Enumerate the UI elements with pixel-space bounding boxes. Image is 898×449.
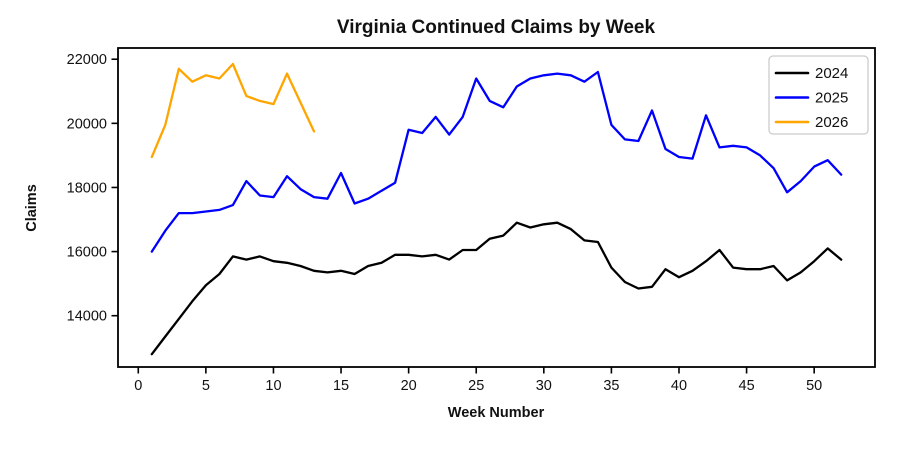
legend-box: [768, 55, 869, 135]
x-axis-label: Week Number: [448, 405, 545, 421]
series-line-2024: [150, 221, 843, 356]
x-tick-label: 30: [536, 378, 552, 394]
legend: 2024 2025 2026: [768, 55, 869, 135]
y-axis-label: Claims: [24, 184, 40, 232]
x-tick-label: 10: [265, 378, 281, 394]
series-line-2026: [150, 62, 316, 159]
y-tick-label: 20000: [67, 116, 107, 132]
series-layer: [150, 62, 843, 356]
x-tick-label: 50: [806, 378, 822, 394]
legend-label-2026: 2026: [815, 114, 848, 131]
x-tick-label: 5: [202, 378, 210, 394]
legend-label-2025: 2025: [815, 90, 848, 107]
y-tick-label: 18000: [67, 180, 107, 196]
y-tick-label: 14000: [67, 309, 107, 325]
x-tick-label: 20: [401, 378, 417, 394]
chart-title: Virginia Continued Claims by Week: [337, 17, 656, 38]
axes-layer: 0 5 10 15 20 25 30 35 40 45 5014000160001800020000…: [67, 47, 876, 394]
x-tick-label: 45: [739, 378, 755, 394]
y-tick-label: 16000: [67, 245, 107, 261]
x-tick-label: 35: [603, 378, 619, 394]
plot-frame: [117, 47, 876, 368]
x-tick-label: 25: [468, 378, 484, 394]
legend-label-2024: 2024: [815, 65, 848, 82]
x-tick-label: 40: [671, 378, 687, 394]
x-tick-label: 15: [333, 378, 349, 394]
series-line-2025: [150, 70, 843, 253]
x-tick-label: 0: [134, 378, 142, 394]
y-tick-label: 22000: [67, 52, 107, 68]
